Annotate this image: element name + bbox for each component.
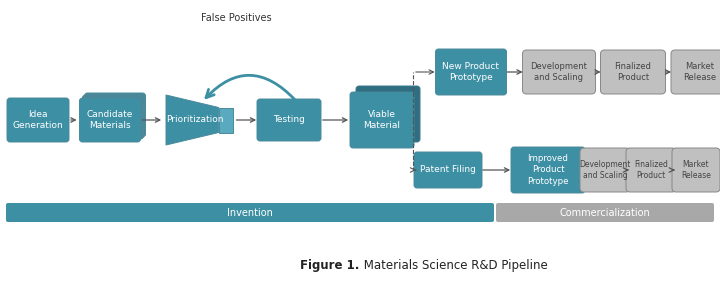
- Text: Finalized
Product: Finalized Product: [634, 160, 668, 180]
- Text: Market
Release: Market Release: [681, 160, 711, 180]
- Text: Candidate
Materials: Candidate Materials: [87, 110, 133, 130]
- FancyBboxPatch shape: [6, 203, 494, 222]
- Text: New Product
Prototype: New Product Prototype: [443, 62, 500, 82]
- FancyBboxPatch shape: [436, 49, 506, 95]
- FancyBboxPatch shape: [523, 50, 595, 94]
- FancyBboxPatch shape: [84, 93, 145, 137]
- Text: Prioritization: Prioritization: [166, 116, 224, 124]
- Text: Testing: Testing: [273, 116, 305, 124]
- Text: Finalized
Product: Finalized Product: [615, 62, 652, 82]
- Text: Figure 1.: Figure 1.: [300, 259, 359, 271]
- Text: Viable
Material: Viable Material: [364, 110, 400, 130]
- Text: False Positives: False Positives: [201, 13, 271, 23]
- Text: Development
and Scaling: Development and Scaling: [531, 62, 588, 82]
- Text: Materials Science R&D Pipeline: Materials Science R&D Pipeline: [360, 259, 548, 271]
- FancyBboxPatch shape: [511, 147, 585, 193]
- FancyBboxPatch shape: [626, 148, 676, 192]
- Text: Invention: Invention: [227, 208, 273, 217]
- FancyBboxPatch shape: [79, 98, 140, 142]
- FancyBboxPatch shape: [257, 99, 321, 141]
- Polygon shape: [219, 108, 233, 132]
- FancyBboxPatch shape: [356, 86, 420, 142]
- Text: Development
and Scaling: Development and Scaling: [580, 160, 631, 180]
- FancyBboxPatch shape: [600, 50, 665, 94]
- FancyBboxPatch shape: [672, 148, 720, 192]
- Text: Improved
Product
Prototype: Improved Product Prototype: [527, 154, 569, 186]
- FancyBboxPatch shape: [83, 95, 143, 139]
- FancyBboxPatch shape: [496, 203, 714, 222]
- Text: Patent Filing: Patent Filing: [420, 166, 476, 174]
- FancyBboxPatch shape: [350, 92, 414, 148]
- FancyBboxPatch shape: [7, 98, 69, 142]
- FancyBboxPatch shape: [580, 148, 630, 192]
- FancyBboxPatch shape: [414, 152, 482, 188]
- FancyBboxPatch shape: [671, 50, 720, 94]
- Polygon shape: [166, 95, 219, 145]
- Text: Commercialization: Commercialization: [559, 208, 650, 217]
- Text: Idea
Generation: Idea Generation: [13, 110, 63, 130]
- Text: Market
Release: Market Release: [683, 62, 716, 82]
